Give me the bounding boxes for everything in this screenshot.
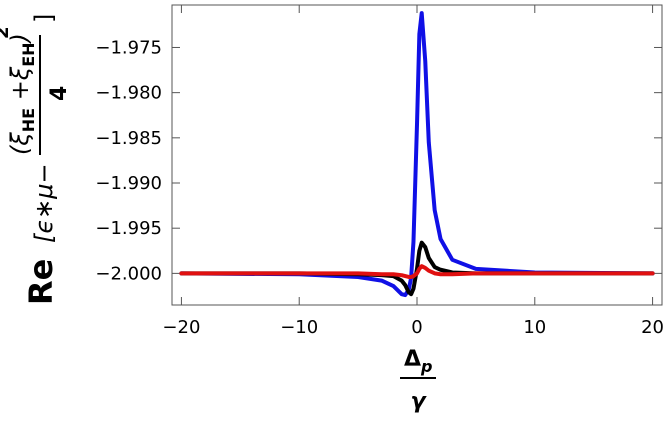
numerator-part: HE bbox=[19, 108, 38, 132]
x-tick-label: 0 bbox=[411, 317, 422, 338]
y-label-numerator: (ξHE +ξEH) bbox=[6, 33, 38, 155]
numerator-part: ) bbox=[6, 33, 34, 44]
data-line bbox=[179, 240, 655, 297]
y-tick-label: −1.980 bbox=[95, 83, 162, 104]
y-tick-label: −1.990 bbox=[95, 173, 162, 194]
y-tick-label: −1.985 bbox=[95, 128, 162, 149]
numerator-part: ( bbox=[6, 144, 34, 155]
y-tick-label: −1.995 bbox=[95, 218, 162, 239]
y-label-close: ] bbox=[30, 14, 58, 23]
x-tick-label: 10 bbox=[523, 317, 546, 338]
x-axis-label: Δp γ bbox=[400, 347, 436, 414]
x-label-numerator: Δp bbox=[404, 347, 432, 376]
data-line bbox=[179, 264, 655, 279]
y-label-denominator: 4 bbox=[47, 86, 72, 101]
numerator-part: ξ bbox=[6, 132, 34, 147]
numerator-part: Δ bbox=[404, 347, 421, 372]
y-tick-label: −1.975 bbox=[95, 37, 162, 58]
x-label-denominator: γ bbox=[411, 389, 428, 414]
x-tick-label: 20 bbox=[641, 317, 664, 338]
y-label-prefix: Re bbox=[22, 259, 60, 305]
y-axis-label: Re [ϵ∗μ− (ξHE +ξEH) 2 4 ] bbox=[0, 14, 72, 305]
data-line bbox=[179, 11, 655, 298]
numerator-part: + bbox=[6, 80, 34, 108]
x-tick-label: −10 bbox=[280, 317, 318, 338]
numerator-part: ξ bbox=[6, 66, 34, 81]
y-label-exponent: 2 bbox=[0, 26, 13, 39]
y-tick-label: −2.000 bbox=[95, 263, 162, 284]
numerator-part: EH bbox=[19, 42, 38, 66]
y-label-bracket: [ϵ∗μ− bbox=[30, 163, 58, 243]
numerator-part: p bbox=[420, 357, 432, 376]
x-tick-label: −20 bbox=[162, 317, 200, 338]
